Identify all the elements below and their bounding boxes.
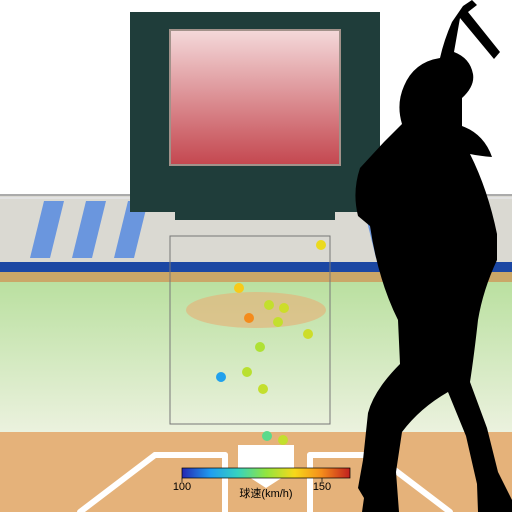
colorbar-tick-label: 100 [173, 481, 191, 493]
pitch-marker [278, 435, 288, 445]
pitch-marker [216, 372, 226, 382]
pitch-marker [242, 367, 252, 377]
pitch-marker [258, 384, 268, 394]
pitch-marker [316, 240, 326, 250]
pitch-marker [273, 317, 283, 327]
scoreboard-screen [170, 30, 340, 165]
pitchers-mound [186, 292, 326, 328]
pitch-marker [244, 313, 254, 323]
pitch-marker [264, 300, 274, 310]
pitch-marker [303, 329, 313, 339]
colorbar [182, 468, 350, 478]
colorbar-title: 球速(km/h) [239, 486, 292, 500]
pitch-location-chart: 100 150 球速(km/h) [0, 0, 512, 512]
pitch-marker [262, 431, 272, 441]
colorbar-tick-label: 150 [313, 481, 331, 493]
pitch-marker [279, 303, 289, 313]
pitch-marker [255, 342, 265, 352]
pitch-marker [234, 283, 244, 293]
